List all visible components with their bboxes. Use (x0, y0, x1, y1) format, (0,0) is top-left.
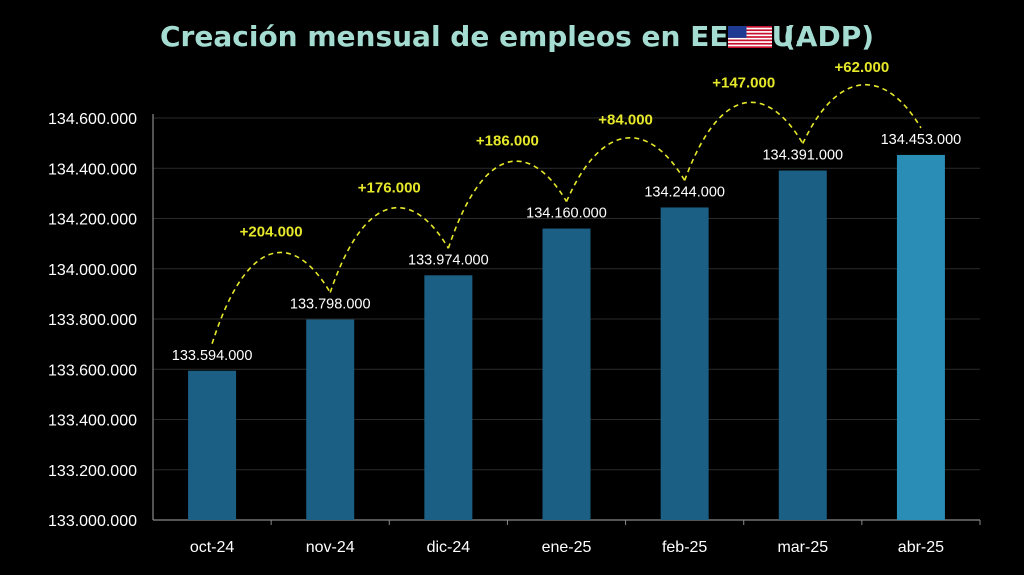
y-tick-label: 134.600.000 (48, 111, 137, 128)
x-tick-label: feb-25 (662, 539, 707, 556)
y-tick-label: 133.200.000 (48, 463, 137, 480)
monthly-change-label: +176.000 (358, 179, 421, 196)
flag-stripe (728, 32, 772, 35)
bar-dic-24 (424, 275, 473, 520)
flag-stripe (728, 39, 772, 42)
x-tick-label: ene-25 (542, 539, 592, 556)
monthly-change-label: +62.000 (835, 59, 890, 76)
bar-value-label: 133.594.000 (172, 348, 253, 364)
y-tick-label: 133.000.000 (48, 513, 137, 530)
chart-title: Creación mensual de empleos en EE. UU. (… (160, 20, 874, 53)
bar-abr-25 (896, 154, 945, 520)
change-arc (802, 83, 922, 144)
bars: 133.594.000 133.798.000 133.974.000 134.160… (172, 132, 962, 521)
bar-ene-25 (542, 228, 591, 521)
y-tick-label: 133.600.000 (48, 362, 137, 379)
bar-value-label: 133.974.000 (408, 252, 489, 268)
x-tick-label: dic-24 (427, 539, 471, 556)
change-arc (683, 101, 804, 181)
bar-feb-25 (660, 207, 709, 520)
monthly-change-label: +186.000 (476, 133, 539, 150)
us-flag-icon (728, 26, 772, 48)
bar-nov-24 (306, 319, 355, 520)
flag-stripe (728, 36, 772, 38)
change-arc (211, 251, 331, 345)
chart-title-suffix: (ADP) (783, 20, 874, 53)
y-tick-label: 134.000.000 (48, 262, 137, 279)
y-axis: 133.000.000 133.200.000 133.400.000 133.600… (48, 111, 980, 530)
bar-value-label: 134.244.000 (644, 184, 725, 200)
y-tick-label: 134.200.000 (48, 212, 137, 229)
bar-value-label: 134.453.000 (881, 132, 962, 148)
bar-value-label: 133.798.000 (290, 297, 371, 313)
monthly-change-label: +147.000 (712, 75, 775, 92)
monthly-change-label: +84.000 (598, 111, 653, 128)
y-tick-label: 133.400.000 (48, 413, 137, 430)
change-arc (447, 160, 568, 249)
bar-mar-25 (778, 170, 827, 521)
y-tick-label: 133.800.000 (48, 312, 137, 329)
x-tick-label: nov-24 (306, 539, 355, 556)
change-arcs: +204.000 +176.000 +186.000 +84.000 +147.000 +… (211, 59, 922, 345)
x-tick-label: abr-25 (898, 539, 944, 556)
chart-title-text: Creación mensual de empleos en EE. UU. (160, 20, 805, 53)
x-axis: oct-24 nov-24 dic-24 ene-25 feb-25 mar-25 abr-… (190, 520, 981, 556)
y-tick-label: 134.400.000 (48, 161, 137, 178)
flag-stripe (728, 29, 772, 32)
flag-stripe (728, 26, 772, 28)
bar-value-label: 134.391.000 (762, 148, 843, 164)
monthly-change-label: +204.000 (240, 224, 303, 241)
flag-canton (728, 26, 747, 38)
flag-stripe (728, 46, 772, 48)
bar-oct-24 (188, 370, 237, 520)
change-arc (565, 136, 686, 202)
x-tick-label: oct-24 (190, 539, 235, 556)
change-arc (329, 206, 450, 293)
bar-value-label: 134.160.000 (526, 206, 607, 222)
x-tick-label: mar-25 (777, 539, 828, 556)
flag-stripe (728, 42, 772, 45)
